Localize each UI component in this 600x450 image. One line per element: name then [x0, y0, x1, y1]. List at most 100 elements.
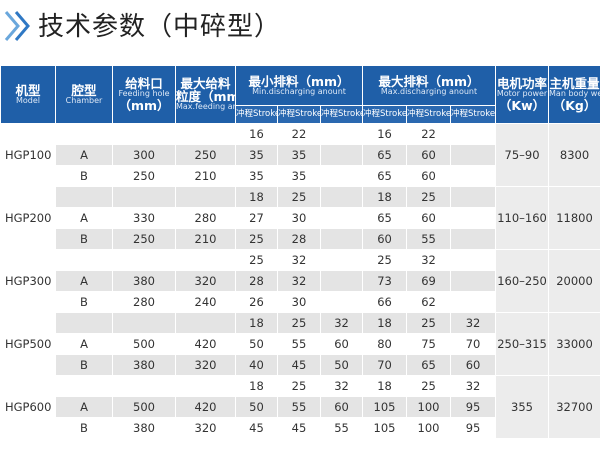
feed-cell: 500 — [112, 396, 176, 418]
max-discharge-cell: 18 — [362, 186, 408, 208]
chamber-cell: A — [55, 270, 113, 292]
chamber-cell: B — [55, 165, 113, 187]
chamber-cell: B — [55, 354, 113, 376]
header-cn: 最小排料（mm） — [248, 73, 350, 89]
weight-cell: 8300 — [548, 123, 600, 187]
max_feed-cell — [175, 186, 236, 208]
feed-cell: 380 — [112, 417, 176, 439]
max-discharge-cell: 25 — [406, 312, 452, 334]
max_feed-cell: 320 — [175, 270, 236, 292]
max-discharge-cell: 22 — [406, 123, 452, 145]
header-en: Max.feeding amount Finesse — [176, 102, 235, 112]
header-cell: 最小排料（mm） Min.discharging anount — [234, 65, 364, 106]
title: 技术参数（中碎型） — [38, 12, 282, 42]
stroke-label: 冲程Stroke — [450, 105, 497, 124]
spec-table: 机型 Model 腔型 Chamber 给料口 Feeding hole （mm） 最大给料粒… — [0, 65, 600, 439]
header-en: Chamber — [65, 95, 103, 105]
max-discharge-cell — [450, 123, 497, 145]
max-discharge-cell: 65 — [362, 207, 408, 229]
chamber-cell — [55, 312, 113, 334]
min-discharge-cell: 25 — [277, 186, 321, 208]
header-cell: 机型 Model — [0, 65, 56, 124]
min-discharge-cell — [319, 291, 364, 313]
motor-cell: 160–250 — [495, 249, 550, 313]
header-en: Model — [15, 95, 41, 105]
max-discharge-cell: 32 — [406, 249, 452, 271]
feed-cell: 300 — [112, 144, 176, 166]
min-discharge-cell — [319, 144, 364, 166]
chamber-cell: A — [55, 144, 113, 166]
motor-cell: 355 — [495, 375, 550, 439]
header-en: Man body weight — [549, 89, 600, 99]
min-discharge-cell: 27 — [235, 207, 278, 229]
header-cell: 电机功率 Motor power （Kw） — [495, 65, 550, 124]
max-discharge-cell: 60 — [406, 144, 452, 166]
min-discharge-cell: 25 — [277, 312, 321, 334]
header-en: Min.discharging anount — [252, 86, 346, 96]
header-cn: 腔型 — [71, 82, 97, 98]
min-discharge-cell: 50 — [235, 396, 278, 418]
data-row: B 250 210 25 28 60 55 — [1, 228, 600, 250]
max-discharge-cell — [450, 291, 497, 313]
min-discharge-cell: 32 — [319, 375, 364, 397]
header-cn: 最大排料（mm） — [378, 73, 480, 89]
max-discharge-cell — [450, 249, 497, 271]
data-row: A 500 420 50 55 60 80 75 70 — [1, 333, 600, 355]
max-discharge-cell: 16 — [362, 123, 408, 145]
weight-cell: 33000 — [548, 312, 600, 376]
data-row: HGP500 18 25 32 18 25 32 250–315 33000 — [0, 312, 600, 376]
max_feed-cell: 210 — [175, 228, 236, 250]
data-row: B 250 210 35 35 65 60 — [1, 165, 600, 187]
model-cell: HGP200 — [0, 186, 56, 250]
min-discharge-cell: 26 — [235, 291, 278, 313]
max-discharge-cell: 100 — [406, 396, 452, 418]
header-cn: （mm） — [118, 97, 170, 113]
min-discharge-cell: 55 — [277, 396, 321, 418]
model-cell: HGP500 — [0, 312, 56, 376]
min-discharge-cell: 60 — [319, 396, 364, 418]
header-cell: 最大排料（mm） Max.discharging anount — [362, 65, 497, 106]
max-discharge-cell: 65 — [406, 354, 452, 376]
min-discharge-cell: 60 — [319, 333, 364, 355]
header-cell: 腔型 Chamber — [55, 65, 113, 124]
chamber-cell — [55, 375, 113, 397]
subheader-row: 冲程Stroke 冲程Stroke 冲程Stroke 冲程Stroke 冲程Stroke… — [1, 105, 600, 124]
max-discharge-cell: 105 — [362, 396, 408, 418]
feed-cell: 330 — [112, 207, 176, 229]
model-cell: HGP300 — [0, 249, 56, 313]
min-discharge-cell: 32 — [277, 270, 321, 292]
data-row: HGP100 16 22 16 22 75–90 8300 — [0, 123, 600, 187]
max-discharge-cell: 60 — [406, 165, 452, 187]
weight-cell: 32700 — [548, 375, 600, 439]
max_feed-cell: 420 — [175, 396, 236, 418]
min-discharge-cell: 50 — [235, 333, 278, 355]
header-cell: 给料口 Feeding hole （mm） — [112, 65, 176, 124]
max-discharge-cell: 62 — [406, 291, 452, 313]
header-cn: 给料口 — [125, 76, 163, 92]
min-discharge-cell: 28 — [277, 228, 321, 250]
min-discharge-cell: 25 — [277, 375, 321, 397]
feed-cell — [112, 375, 176, 397]
stroke-label: 冲程Stroke — [362, 105, 408, 124]
data-row: A 500 420 50 55 60 105 100 95 — [1, 396, 600, 418]
max-discharge-cell — [450, 165, 497, 187]
min-discharge-cell: 55 — [319, 417, 364, 439]
max-discharge-cell: 95 — [450, 417, 497, 439]
header-cn: 主机重量 — [549, 76, 600, 92]
max-discharge-cell — [450, 144, 497, 166]
header-cn: 粒度（mm） — [176, 89, 235, 105]
max_feed-cell: 210 — [175, 165, 236, 187]
header-row: 机型 Model 腔型 Chamber 给料口 Feeding hole （mm） 最大给料粒… — [0, 65, 600, 124]
max-discharge-cell: 70 — [450, 333, 497, 355]
chamber-cell — [55, 186, 113, 208]
data-row: A 380 320 28 32 73 69 — [1, 270, 600, 292]
max-discharge-cell: 105 — [362, 417, 408, 439]
chamber-cell — [55, 249, 113, 271]
chamber-cell: A — [55, 207, 113, 229]
stroke-label: 冲程Stroke — [406, 105, 452, 124]
data-row: B 380 320 45 45 55 105 100 95 — [1, 417, 600, 439]
min-discharge-cell: 35 — [235, 165, 278, 187]
min-discharge-cell: 55 — [277, 333, 321, 355]
max-discharge-cell: 18 — [362, 312, 408, 334]
